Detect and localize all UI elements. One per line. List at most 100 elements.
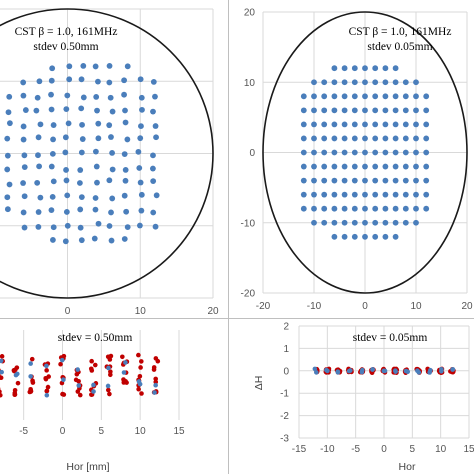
data-point [300, 177, 307, 184]
data-point-blue [439, 368, 444, 374]
data-point [423, 135, 430, 142]
data-point-blue [0, 358, 4, 364]
data-point [362, 233, 368, 240]
x-tick-label: -5 [351, 444, 360, 455]
data-point [413, 93, 419, 100]
data-point [392, 121, 399, 128]
data-point [392, 149, 399, 156]
data-point [423, 107, 430, 114]
data-point-blue [123, 360, 128, 365]
data-point-blue [0, 369, 4, 375]
x-tick-label: 20 [461, 301, 473, 312]
data-point [362, 65, 368, 72]
data-point-red [105, 387, 111, 393]
data-point [382, 121, 389, 128]
data-point [423, 93, 430, 100]
data-point [321, 149, 328, 156]
y-tick-label: 0 [249, 148, 255, 159]
data-point-red [107, 391, 112, 397]
data-point [106, 177, 113, 184]
data-point [37, 194, 44, 201]
top-left-circle [0, 8, 214, 299]
bottom-left-xlabel: Hor [mm] [66, 461, 109, 473]
y-tick-label: -20 [241, 289, 256, 300]
data-point [108, 237, 115, 244]
data-point [311, 93, 317, 100]
data-point [372, 177, 379, 184]
data-point [138, 94, 145, 101]
data-point [311, 205, 317, 212]
data-point [423, 177, 430, 184]
data-point [341, 93, 348, 100]
data-point [341, 163, 348, 170]
x-tick-label: 5 [99, 426, 105, 437]
data-point [351, 65, 358, 72]
data-point [321, 191, 328, 198]
data-point [93, 163, 100, 170]
data-point [341, 219, 348, 226]
data-point [413, 79, 419, 86]
data-point-red [77, 392, 83, 398]
data-point [372, 149, 379, 156]
data-point-red [29, 356, 35, 362]
data-point [300, 149, 307, 156]
top-right-ticks: -20 -10 0 10 20 -20 -10 0 10 20 [241, 8, 473, 313]
x-tick-label: 0 [381, 444, 387, 455]
x-tick-label: 10 [435, 444, 447, 455]
data-point-red [61, 392, 67, 397]
data-point-red [108, 369, 113, 374]
x-tick-label: 10 [135, 306, 147, 317]
data-point-blue [450, 367, 455, 372]
data-point [392, 93, 399, 100]
data-point [402, 107, 409, 114]
data-point [311, 163, 317, 170]
data-point [106, 79, 113, 86]
top-right-circle [262, 11, 468, 294]
data-point-blue [314, 370, 319, 375]
data-point [152, 93, 158, 100]
bottom-left-title: stdev = 0.50mm [58, 332, 133, 344]
data-point [65, 120, 72, 127]
data-point [109, 149, 115, 156]
top-left-points [4, 62, 160, 245]
data-point [20, 180, 26, 186]
data-point [122, 107, 128, 114]
data-point [78, 76, 85, 83]
data-point [153, 134, 159, 141]
data-point [351, 107, 358, 114]
data-point [351, 191, 358, 198]
data-point [150, 152, 156, 159]
data-point [372, 163, 379, 170]
data-point [311, 191, 317, 198]
data-point [121, 151, 128, 158]
data-point [20, 92, 27, 99]
data-point [351, 79, 358, 86]
data-point [300, 93, 307, 100]
data-point [402, 177, 409, 184]
data-point [20, 79, 27, 86]
data-point [351, 121, 358, 128]
data-point [423, 149, 430, 156]
data-point [6, 181, 13, 188]
data-point [33, 107, 40, 114]
data-point [321, 163, 328, 170]
data-point [362, 79, 368, 86]
x-tick-label: 15 [173, 426, 185, 437]
data-point-red [15, 380, 21, 386]
data-point [108, 209, 114, 216]
data-point [362, 219, 368, 226]
data-point [150, 178, 157, 185]
data-point [311, 79, 317, 86]
data-point-blue [105, 383, 111, 389]
data-point [124, 63, 131, 70]
data-point-red [89, 358, 94, 364]
data-point [6, 120, 13, 127]
data-point [95, 120, 102, 127]
data-point-red [139, 359, 144, 364]
data-point-blue [393, 368, 398, 373]
y-tick-label: 20 [244, 8, 256, 19]
